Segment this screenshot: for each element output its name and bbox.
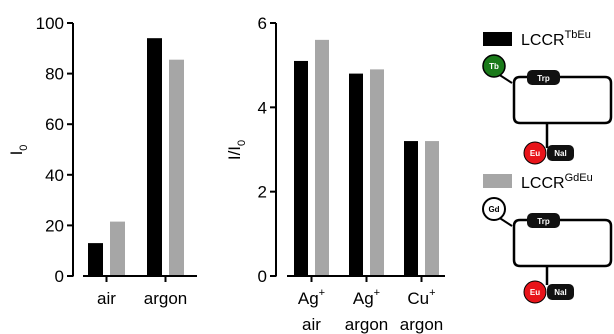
legend-label-gdeu: LCCRGdEu [521, 172, 593, 192]
nal-node [547, 284, 574, 300]
bar-tbeu-0 [88, 243, 103, 276]
gd-ion-label: Gd [488, 205, 499, 214]
gd-ion-node [482, 197, 506, 221]
y-tick-label: 60 [45, 115, 64, 134]
bar-tbeu-1 [147, 38, 162, 277]
y-tick-label: 4 [258, 98, 267, 117]
bar-gdeu-0 [110, 221, 125, 276]
schematic-tbeu: Tb Trp Eu Nal [482, 54, 613, 165]
nal-node [547, 145, 574, 161]
bar-gdeu-2 [425, 141, 439, 276]
bar-tbeu-1 [349, 73, 363, 276]
bar-tbeu-0 [294, 60, 308, 277]
eu-ion-label: Eu [530, 149, 540, 158]
x-tick-label: air [97, 289, 116, 308]
x-tick-sublabel: air [302, 315, 321, 334]
trp-label: Trp [537, 74, 550, 83]
legend-swatch-gdeu [483, 174, 512, 188]
trp-node [527, 213, 560, 228]
tb-ion-label: Tb [489, 62, 499, 71]
eu-ion-label: Eu [530, 288, 540, 297]
y-tick-label: 6 [258, 14, 267, 33]
y-axis-label: I/I0 [225, 140, 248, 160]
y-tick-label: 0 [55, 267, 64, 286]
bar-tbeu-2 [404, 141, 418, 276]
legend: LCCRTbEu LCCRGdEu [483, 29, 593, 192]
eu-ion-node [523, 141, 547, 165]
bar-gdeu-1 [370, 69, 384, 276]
schematic-gdeu: Gd Trp Eu Nal [482, 197, 613, 304]
x-tick-label: argon [144, 289, 187, 308]
nal-label: Nal [554, 288, 566, 297]
eu-ion-node [523, 280, 547, 304]
y-tick-label: 40 [45, 166, 64, 185]
bar-gdeu-0 [315, 39, 329, 276]
y-tick-label: 100 [36, 14, 64, 33]
y-tick-label: 20 [45, 216, 64, 235]
peptide-loop-outline [512, 75, 613, 125]
nal-label: Nal [554, 149, 566, 158]
legend-label-tbeu: LCCRTbEu [521, 29, 591, 49]
chart-metal-ion-response: 0 2 4 6 Ag+ air Ag+ argon Cu+ argon I/I0 [225, 14, 445, 334]
x-tick-sublabel: argon [400, 315, 443, 334]
trp-label: Trp [537, 217, 550, 226]
x-tick-label: Ag+ [353, 287, 380, 308]
x-tick-label: Ag+ [298, 287, 325, 308]
y-tick-label: 2 [258, 183, 267, 202]
legend-swatch-tbeu [483, 32, 512, 46]
chart-oxygen-sensitivity: 0 20 40 60 80 100 air argon I0 [7, 14, 197, 308]
tb-ion-node [482, 54, 506, 78]
y-tick-label: 80 [45, 65, 64, 84]
trp-node [527, 70, 560, 85]
bar-gdeu-1 [169, 59, 184, 277]
y-axis-label: I0 [7, 145, 30, 156]
peptide-loop-outline [512, 218, 613, 268]
x-tick-sublabel: argon [345, 315, 388, 334]
x-tick-label: Cu+ [407, 287, 435, 308]
y-tick-label: 0 [258, 267, 267, 286]
